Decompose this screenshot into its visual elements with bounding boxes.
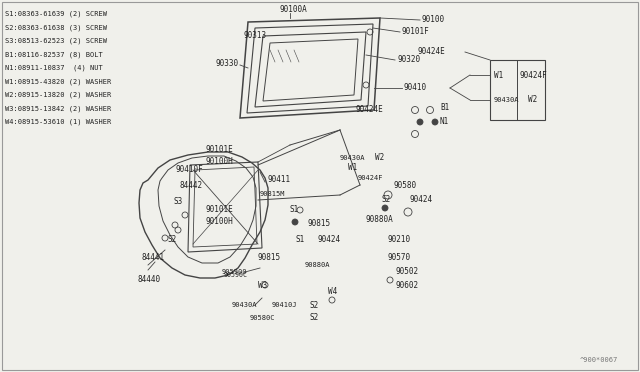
Text: 90410: 90410 [403, 83, 426, 93]
Text: 90815: 90815 [308, 219, 331, 228]
Text: 90502: 90502 [395, 267, 418, 276]
Text: W1:08915-43820 (2) WASHER: W1:08915-43820 (2) WASHER [5, 78, 111, 85]
Text: 90100: 90100 [422, 16, 445, 25]
Text: W2: W2 [528, 96, 537, 105]
Text: 90880A: 90880A [305, 262, 330, 268]
Text: W4:08915-53610 (1) WASHER: W4:08915-53610 (1) WASHER [5, 119, 111, 125]
Text: 90580: 90580 [394, 180, 417, 189]
Text: 90424: 90424 [318, 235, 341, 244]
Text: 90815: 90815 [257, 253, 280, 263]
Circle shape [292, 219, 298, 225]
Text: 90101E: 90101E [205, 205, 233, 215]
Text: 90570: 90570 [388, 253, 411, 263]
Text: 90880A: 90880A [365, 215, 393, 224]
Text: W2: W2 [375, 154, 384, 163]
Text: 90100H: 90100H [205, 157, 233, 167]
Text: S3:08513-62523 (2) SCREW: S3:08513-62523 (2) SCREW [5, 38, 107, 44]
Text: 90320: 90320 [397, 55, 420, 64]
Text: 90815M: 90815M [260, 191, 285, 197]
Text: 90580C: 90580C [250, 315, 275, 321]
Text: 84441: 84441 [142, 253, 165, 263]
Text: S1: S1 [295, 235, 304, 244]
Text: ^900*0067: ^900*0067 [580, 357, 618, 363]
Text: 905900: 905900 [222, 269, 248, 275]
Text: 90424F: 90424F [358, 175, 383, 181]
Text: B1:08116-82537 (8) BOLT: B1:08116-82537 (8) BOLT [5, 51, 103, 58]
Text: S2: S2 [168, 235, 177, 244]
Text: S2: S2 [310, 314, 319, 323]
Text: 90330: 90330 [215, 58, 238, 67]
Text: S3: S3 [173, 198, 182, 206]
Text: W2:08915-13820 (2) WASHER: W2:08915-13820 (2) WASHER [5, 92, 111, 98]
Circle shape [417, 119, 423, 125]
Text: 90424: 90424 [410, 196, 433, 205]
Text: 90430A: 90430A [340, 155, 365, 161]
Text: W4: W4 [328, 288, 337, 296]
Text: 90602: 90602 [395, 280, 418, 289]
Text: 90410J: 90410J [272, 302, 298, 308]
Text: 90100H: 90100H [205, 218, 233, 227]
Circle shape [432, 119, 438, 125]
Text: 90100A: 90100A [280, 6, 308, 15]
Text: S2: S2 [382, 196, 391, 205]
Text: 84442: 84442 [180, 180, 203, 189]
Text: 90313: 90313 [244, 32, 267, 41]
Text: W1: W1 [348, 164, 357, 173]
Text: 90410F: 90410F [175, 166, 203, 174]
Text: 90210: 90210 [388, 235, 411, 244]
Text: S1: S1 [290, 205, 300, 215]
Text: W3:08915-13842 (2) WASHER: W3:08915-13842 (2) WASHER [5, 105, 111, 112]
Text: S2:08363-61638 (3) SCREW: S2:08363-61638 (3) SCREW [5, 24, 107, 31]
Text: S2: S2 [310, 301, 319, 310]
Text: 90430A: 90430A [232, 302, 257, 308]
Text: S1:08363-61639 (2) SCREW: S1:08363-61639 (2) SCREW [5, 11, 107, 17]
Text: 90424F: 90424F [520, 71, 548, 80]
Text: 90411: 90411 [268, 176, 291, 185]
Text: 90430A: 90430A [494, 97, 520, 103]
Text: N1:08911-10837  (4) NUT: N1:08911-10837 (4) NUT [5, 65, 103, 71]
Text: W3: W3 [258, 280, 268, 289]
Circle shape [382, 205, 388, 211]
Text: 90101F: 90101F [402, 28, 429, 36]
Text: 90590C: 90590C [224, 272, 248, 278]
Text: 90424E: 90424E [355, 106, 383, 115]
Text: B1: B1 [440, 103, 449, 112]
Text: 84440: 84440 [138, 276, 161, 285]
Text: 90101E: 90101E [205, 145, 233, 154]
Text: 90424E: 90424E [418, 48, 445, 57]
Text: N1: N1 [440, 118, 449, 126]
Text: W1: W1 [494, 71, 503, 80]
